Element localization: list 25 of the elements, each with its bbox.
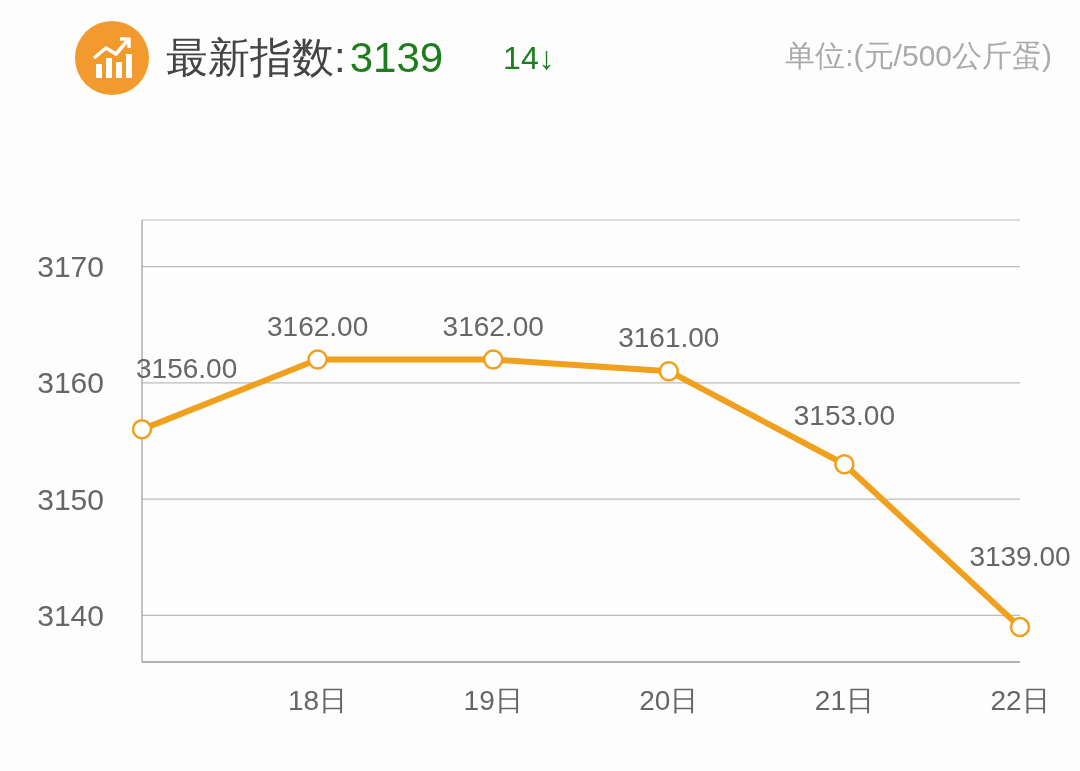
chart-title: 最新指数: — [166, 33, 346, 83]
point — [482, 349, 504, 370]
text: 14↓ — [503, 39, 555, 77]
data-label: 3162.00 — [442, 310, 544, 342]
x-tick-label: 21日 — [814, 684, 874, 716]
x-tick-label: 20日 — [639, 684, 699, 716]
point — [1009, 616, 1031, 638]
data-label: 3153.00 — [793, 400, 896, 432]
data-label: 3161.00 — [618, 322, 720, 354]
point — [131, 419, 153, 440]
data-label: 3162.00 — [266, 310, 369, 342]
y-tick-label: 3160 — [37, 366, 104, 400]
data-label: 3156.00 — [136, 353, 238, 385]
x-tick-label: 19日 — [463, 684, 523, 716]
point — [834, 454, 855, 475]
x-tick-label: 22日 — [990, 684, 1050, 716]
y-tick-label: 3140 — [37, 599, 104, 633]
point — [658, 360, 680, 382]
y-tick-label: 3150 — [37, 482, 104, 516]
text: 3139 — [349, 34, 444, 82]
point — [307, 349, 328, 370]
y-axis-title: 单位:(元/500公斤蛋) — [785, 38, 1052, 74]
x-tick-label: 18日 — [288, 684, 348, 716]
data-label: 3139.00 — [969, 541, 1071, 573]
y-tick-label: 3170 — [37, 250, 104, 284]
